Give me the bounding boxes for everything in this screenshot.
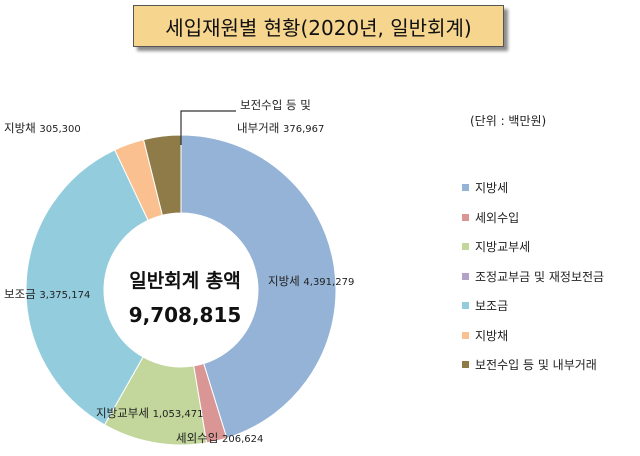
label-non-tax-name: 세외수입	[176, 431, 219, 445]
label-local-bond: 지방채 305,300	[4, 120, 81, 136]
label-local-bond-value: 305,300	[39, 124, 81, 135]
legend: 지방세 세외수입 지방교부세 조정교부금 및 재정보전금 보조금 지방채 보전수…	[462, 180, 604, 387]
legend-swatch	[462, 361, 469, 368]
legend-swatch	[462, 331, 469, 339]
legend-label: 보조금	[475, 299, 509, 313]
legend-label: 지방채	[475, 328, 509, 343]
label-grant-value: 1,053,471	[152, 409, 204, 420]
label-reserve-value: 376,967	[282, 124, 325, 135]
center-total: 9,708,815	[128, 303, 242, 327]
label-subsidy-name: 보조금	[4, 287, 36, 301]
label-reserve-line1: 보전수입 등 및	[240, 98, 311, 112]
legend-label: 조정교부금 및 재정보전금	[475, 269, 605, 284]
legend-swatch	[462, 243, 469, 250]
label-local-tax-value: 4,391,279	[303, 277, 355, 288]
label-grant: 지방교부세 1,053,471	[96, 405, 203, 421]
label-reserve-line2: 내부거래 376,967	[237, 120, 324, 136]
label-local-tax: 지방세 4,391,279	[268, 273, 354, 289]
legend-item-grant: 지방교부세	[462, 239, 604, 254]
legend-swatch	[462, 272, 469, 280]
label-subsidy: 보조금 3,375,174	[4, 286, 90, 302]
label-local-bond-name: 지방채	[4, 121, 36, 135]
legend-label: 지방세	[475, 181, 509, 195]
legend-item-local-tax: 지방세	[462, 180, 604, 195]
slice-local-tax	[180, 134, 337, 439]
legend-item-non-tax: 세외수입	[462, 210, 604, 225]
legend-swatch	[462, 184, 469, 191]
chart-title: 세입재원별 현황(2020년, 일반회계)	[133, 5, 504, 47]
label-grant-name: 지방교부세	[96, 406, 149, 420]
label-subsidy-value: 3,375,174	[39, 290, 91, 301]
unit-label: (단위 : 백만원)	[470, 114, 547, 128]
center-label: 일반회계 총액	[129, 270, 241, 292]
legend-item-adjustment: 조정교부금 및 재정보전금	[462, 269, 604, 284]
label-reserve-name2: 내부거래	[237, 121, 280, 135]
legend-item-reserve: 보전수입 등 및 내부거래	[462, 357, 604, 372]
legend-label: 지방교부세	[475, 240, 531, 254]
legend-swatch	[462, 302, 469, 309]
label-non-tax: 세외수입 206,624	[176, 430, 263, 446]
label-non-tax-value: 206,624	[221, 434, 264, 445]
legend-item-local-bond: 지방채	[462, 328, 604, 343]
legend-label: 보전수입 등 및 내부거래	[475, 358, 597, 372]
legend-item-subsidy: 보조금	[462, 298, 604, 313]
slice-subsidy	[25, 149, 149, 426]
slice-reserve	[142, 134, 182, 216]
legend-swatch	[462, 213, 469, 221]
leader-line	[180, 110, 236, 145]
legend-label: 세외수입	[475, 210, 520, 225]
label-local-tax-name: 지방세	[268, 274, 300, 288]
